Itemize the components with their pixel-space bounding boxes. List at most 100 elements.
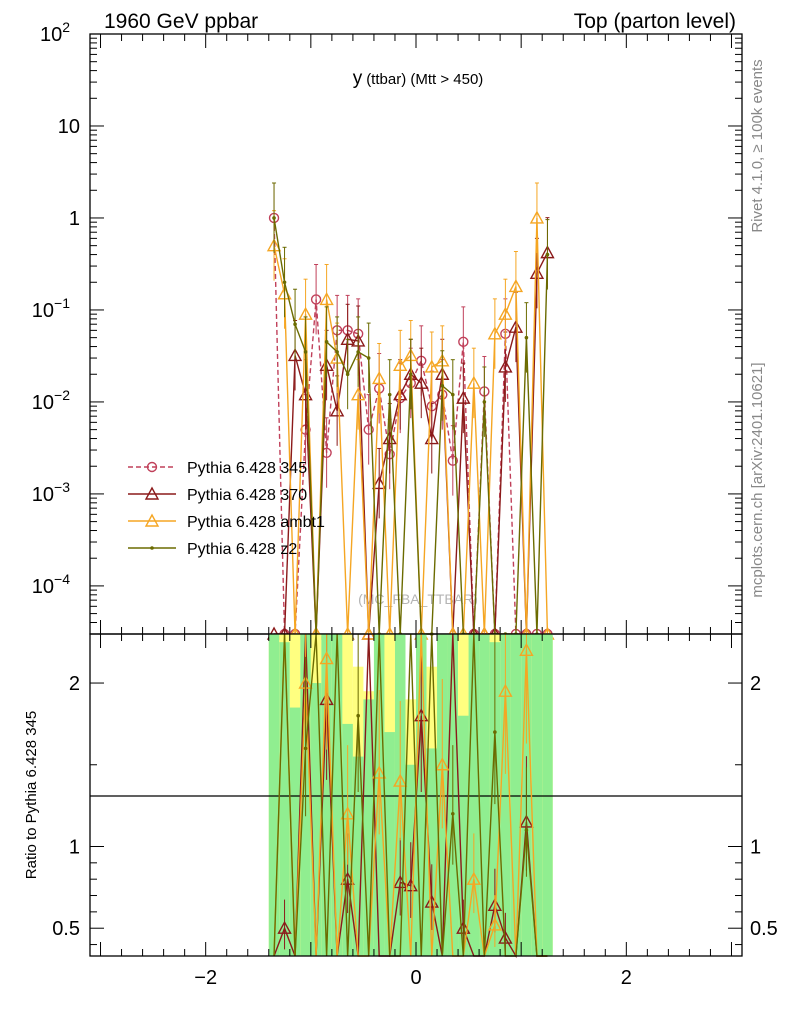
ratio-y-ticks: 2 2 1 1 0.5 0.5 — [52, 673, 778, 946]
main-ytick-label: 10−4 — [32, 571, 70, 598]
legend-label: Pythia 6.428 345 — [187, 460, 307, 477]
data-point — [440, 383, 445, 388]
ratio-ytick-label: 1 — [69, 836, 80, 858]
ratio-band-green — [500, 634, 511, 956]
header: 1960 GeV ppbar Top (parton level) — [104, 10, 736, 33]
main-ytick-label: 102 — [40, 19, 70, 46]
data-point — [498, 359, 513, 373]
main-ytick-base: 10 — [32, 300, 54, 322]
ratio-point — [519, 642, 534, 657]
data-point — [447, 455, 459, 466]
ratio-point — [456, 920, 471, 934]
ratio-band-green — [479, 634, 490, 956]
ratio-band-green — [468, 634, 480, 956]
mcplots-label: mcplots.cern.ch [arXiv:2401.10621] — [749, 362, 766, 597]
ratio-ytick-label-right: 1 — [750, 836, 761, 858]
ratio-y-label: Ratio to Pythia 6.428 345 — [23, 711, 40, 879]
main-ytick-label: 1 — [69, 208, 80, 230]
data-point — [498, 306, 513, 320]
data-point — [310, 294, 322, 305]
main-ytick-base: 1 — [69, 208, 80, 230]
main-ytick-exp: −1 — [54, 295, 70, 311]
data-point — [372, 370, 387, 385]
ratio-series — [273, 633, 548, 959]
data-point — [372, 475, 387, 490]
legend-marker — [144, 513, 160, 527]
data-point — [293, 322, 297, 327]
main-ytick-exp: −2 — [54, 387, 70, 403]
ratio-band-green — [510, 634, 522, 956]
ratio-panel: 2 2 1 1 0.5 0.5 −2 0 2 Ratio to Pythia 6.428 34… — [23, 633, 778, 989]
data-point — [272, 216, 276, 220]
data-point — [451, 392, 455, 397]
data-point — [524, 335, 529, 340]
data-point — [424, 359, 439, 373]
main-series-3 — [272, 182, 550, 636]
main-series-1 — [266, 217, 555, 640]
data-point — [363, 424, 374, 435]
legend-marker — [144, 486, 160, 500]
ratio-ytick-label: 2 — [69, 673, 80, 695]
ratio-band-green — [416, 634, 427, 956]
ratio-point — [451, 811, 455, 816]
main-x-ticks — [100, 34, 732, 634]
legend-label: Pythia 6.428 370 — [187, 487, 307, 504]
data-point — [487, 326, 503, 340]
ratio-point — [303, 746, 308, 751]
data-point — [393, 357, 408, 372]
ratio-band-green — [331, 634, 343, 956]
legend-marker — [150, 546, 154, 550]
main-ytick-exp: −4 — [54, 571, 70, 587]
ratio-band-green — [352, 756, 364, 956]
series-line — [273, 217, 548, 635]
chart-title-main: y — [353, 68, 363, 89]
ratio-point — [498, 683, 513, 697]
ratio-band-green — [542, 634, 553, 956]
data-point — [408, 372, 413, 377]
ratio-point — [372, 765, 387, 779]
xtick-label: −2 — [194, 967, 217, 989]
series-line — [273, 217, 549, 635]
series-line — [273, 217, 549, 635]
ratio-band-green — [531, 634, 543, 956]
main-series — [266, 182, 555, 640]
ratio-band-green — [310, 683, 322, 956]
chart-title-suffix: (ttbar) (Mtt > 450) — [366, 71, 483, 88]
ratio-band-green — [426, 748, 438, 956]
main-ytick-base: 10 — [40, 24, 62, 46]
legend-label: Pythia 6.428 ambt1 — [187, 514, 325, 531]
main-ytick-base: 10 — [32, 392, 54, 414]
legend: Pythia 6.428 345 Pythia 6.428 370 Pythia 6… — [128, 460, 325, 558]
ratio-point — [356, 713, 360, 718]
data-point — [545, 252, 550, 257]
data-point — [282, 280, 287, 285]
ratio-ytick-label-right: 2 — [750, 673, 761, 695]
data-point — [508, 279, 524, 293]
header-left: 1960 GeV ppbar — [104, 10, 258, 33]
ratio-point — [340, 806, 355, 820]
data-point — [319, 292, 334, 306]
ratio-band-green — [289, 707, 301, 956]
ratio-band-green — [321, 634, 332, 956]
data-point — [287, 348, 303, 362]
chart-title: y (ttbar) (Mtt > 450) — [353, 68, 484, 89]
main-ytick-label: 10−1 — [32, 295, 70, 322]
ratio-band-green — [363, 699, 374, 956]
xtick-label: 0 — [410, 967, 421, 989]
main-ytick-exp: 2 — [62, 19, 70, 35]
data-point — [303, 350, 308, 354]
data-point — [466, 375, 482, 389]
watermark: (MC_FBA_TTBAR) — [358, 591, 478, 607]
main-ytick-label: 10 — [58, 116, 80, 138]
data-point — [414, 375, 429, 389]
xtick-label: 2 — [621, 967, 632, 989]
data-point — [345, 372, 350, 377]
data-point — [324, 340, 329, 344]
main-ytick-label: 10−2 — [32, 387, 70, 414]
ratio-band-green — [384, 732, 395, 956]
data-point — [482, 400, 487, 404]
ratio-point — [493, 730, 497, 734]
ratio-point — [393, 773, 408, 787]
